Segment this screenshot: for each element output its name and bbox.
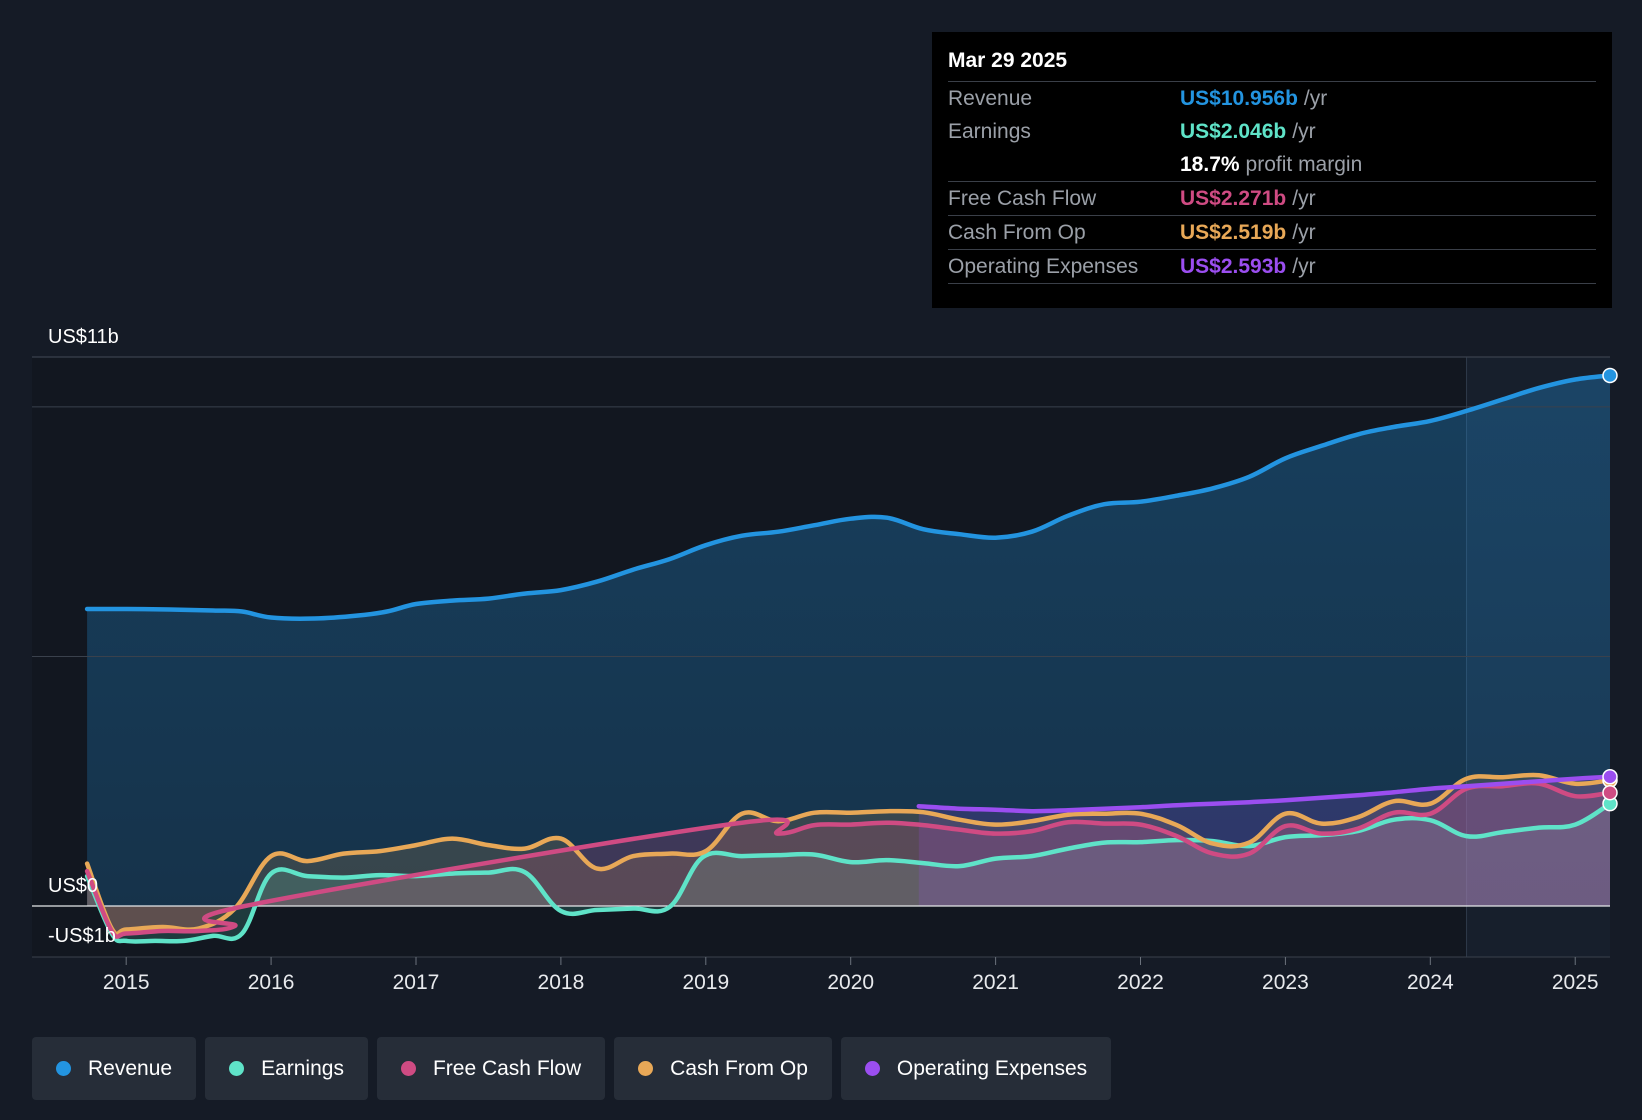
tooltip-cfo-value: US$2.519b (1180, 220, 1287, 244)
legend-item-earnings[interactable]: Earnings (205, 1037, 368, 1100)
tooltip: Mar 29 2025 Revenue US$10.956b /yr Earni… (932, 32, 1612, 308)
cfo-line (84, 772, 1613, 937)
legend-cfo-label: Cash From Op (670, 1056, 808, 1080)
tooltip-row-margin: 18.7% profit margin (948, 148, 1596, 182)
y-axis-label: US$0 (48, 875, 98, 897)
tooltip-opex-value: US$2.593b (1180, 254, 1287, 278)
x-tick-label: 2019 (682, 971, 729, 994)
legend-item-opex[interactable]: Operating Expenses (840, 1037, 1112, 1100)
tooltip-opex-label: Operating Expenses (948, 254, 1139, 278)
legend-item-cfo[interactable]: Cash From Op (614, 1037, 832, 1100)
opex-line (916, 774, 1613, 814)
tooltip-revenue-label: Revenue (948, 86, 1033, 110)
x-tick-label: 2018 (538, 971, 585, 994)
tooltip-margin-value: 18.7% (1180, 152, 1240, 176)
tooltip-cfo-label: Cash From Op (948, 220, 1086, 244)
fcf-line (84, 780, 1613, 939)
x-tick-label: 2022 (1117, 971, 1164, 994)
y-axis-label: -US$1b (48, 925, 116, 947)
tooltip-row-cfo: Cash From Op US$2.519b /yr (948, 216, 1596, 250)
cfo-dot-icon (638, 1061, 654, 1076)
tooltip-margin-label: profit margin (1245, 152, 1363, 176)
opex-dot-icon (864, 1061, 880, 1076)
tooltip-row-earnings: Earnings US$2.046b /yr (948, 115, 1596, 148)
legend-opex-label: Operating Expenses (896, 1056, 1088, 1080)
legend-fcf-label: Free Cash Flow (432, 1056, 582, 1080)
tooltip-row-opex: Operating Expenses US$2.593b /yr (948, 250, 1596, 284)
tooltip-row-revenue: Revenue US$10.956b /yr (948, 82, 1596, 115)
revenue-line (84, 373, 1613, 621)
legend-item-fcf[interactable]: Free Cash Flow (376, 1037, 606, 1100)
tooltip-revenue-unit: /yr (1303, 86, 1328, 110)
tooltip-earnings-unit: /yr (1292, 119, 1316, 143)
x-tick-label: 2015 (103, 971, 150, 994)
cfo-area (87, 774, 1611, 935)
x-tick-label: 2025 (1552, 971, 1599, 994)
x-tick-label: 2016 (248, 971, 295, 994)
tooltip-earnings-label: Earnings (948, 119, 1031, 143)
tooltip-fcf-unit: /yr (1292, 186, 1316, 210)
revenue-end-marker (1602, 367, 1618, 384)
fcf-end-marker (1602, 784, 1618, 801)
tooltip-row-fcf: Free Cash Flow US$2.271b /yr (948, 182, 1596, 216)
earnings-area (87, 803, 1611, 942)
legend-earnings-label: Earnings (261, 1056, 344, 1080)
x-tick-label: 2021 (972, 971, 1019, 994)
revenue-dot-icon (56, 1061, 71, 1076)
x-tick-label: 2020 (827, 971, 874, 994)
tooltip-opex-unit: /yr (1292, 254, 1316, 278)
tooltip-fcf-value: US$2.271b (1180, 186, 1287, 210)
tooltip-revenue-value: US$10.956b (1180, 86, 1298, 110)
legend-revenue-label: Revenue (88, 1056, 173, 1080)
y-axis-label: US$11b (48, 326, 119, 348)
revenue-area (87, 375, 1611, 906)
tooltip-earnings-value: US$2.046b (1180, 119, 1287, 143)
earnings-dot-icon (229, 1061, 245, 1076)
x-tick-label: 2017 (393, 971, 440, 994)
x-tick-label: 2023 (1262, 971, 1309, 994)
x-tick-label: 2024 (1407, 971, 1454, 994)
tooltip-fcf-label: Free Cash Flow (948, 186, 1097, 210)
legend-item-revenue[interactable]: Revenue (32, 1037, 197, 1100)
opex-end-marker (1602, 768, 1618, 785)
fcf-dot-icon (400, 1061, 416, 1076)
legend: Revenue Earnings Free Cash Flow Cash Fro… (32, 1037, 1112, 1100)
tooltip-date: Mar 29 2025 (948, 46, 1596, 82)
tooltip-cfo-unit: /yr (1292, 220, 1316, 244)
